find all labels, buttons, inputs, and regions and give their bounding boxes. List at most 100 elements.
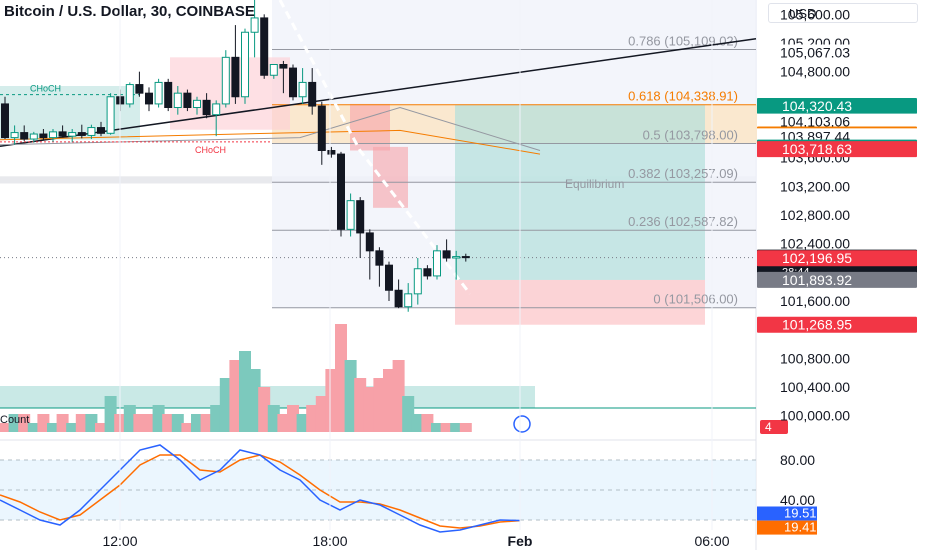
volume-bar xyxy=(325,369,338,432)
volume-bar xyxy=(459,423,472,432)
fib-level-label: 0.786 (105,109.02) xyxy=(628,34,738,49)
candle-body xyxy=(49,131,57,139)
candle-body xyxy=(20,132,29,140)
candle-body xyxy=(413,268,422,295)
volume-bar xyxy=(56,414,69,432)
candle-body xyxy=(423,268,432,277)
price-tick: 100,400.00 xyxy=(780,379,850,395)
time-tick: Feb xyxy=(508,533,533,549)
candle-body xyxy=(106,96,115,134)
candle-body xyxy=(87,127,96,136)
volume-bar xyxy=(354,378,367,432)
candle-body xyxy=(173,92,182,108)
volume-bar xyxy=(383,369,395,432)
time-tick: 12:00 xyxy=(102,533,137,549)
volume-bar xyxy=(450,423,463,432)
candle-body xyxy=(241,31,249,98)
candle-body xyxy=(154,81,163,105)
candle-body xyxy=(58,131,67,137)
candle-body xyxy=(346,200,355,230)
stoch-tick: 80.00 xyxy=(780,452,815,468)
candle-body xyxy=(337,153,345,230)
symbol-title[interactable]: Bitcoin / U.S. Dollar, 30, COINBASE xyxy=(4,3,255,20)
price-label: 102,196.95 xyxy=(782,250,852,266)
candle-body xyxy=(279,64,288,69)
fib-level-label: 0 (101,506.00) xyxy=(653,292,738,307)
volume-bar xyxy=(287,405,299,432)
fib-level-label: 0.5 (103,798.00) xyxy=(643,127,738,142)
volume-bar xyxy=(335,324,347,432)
fvg-zone-2 xyxy=(373,146,408,208)
candle-body xyxy=(317,105,326,151)
volume-bar xyxy=(123,405,136,432)
candle-body xyxy=(442,250,451,259)
fib-level-label: 0.618 (104,338.91) xyxy=(628,89,738,104)
volume-bar xyxy=(277,414,290,432)
lightning-icon xyxy=(513,415,531,433)
volume-bar xyxy=(248,369,261,432)
volume-bar xyxy=(402,396,415,432)
volume-bar xyxy=(0,423,11,432)
volume-badge: 4 xyxy=(765,420,772,434)
volume-bar xyxy=(229,360,242,432)
volume-bar xyxy=(219,378,232,432)
volume-bar xyxy=(181,423,194,432)
volume-bar xyxy=(306,405,319,432)
candle-body xyxy=(1,103,9,139)
price-label: 105,067.03 xyxy=(780,45,850,61)
choch-label-top: CHoCH xyxy=(30,84,61,94)
price-label: 103,718.63 xyxy=(782,141,852,157)
volume-bar xyxy=(75,414,88,432)
trend-line xyxy=(0,37,757,147)
candle-body xyxy=(221,56,230,105)
candle-body xyxy=(193,99,201,109)
price-tick: 100,000.00 xyxy=(780,408,850,424)
ma-line-grey xyxy=(0,106,541,151)
volume-bar xyxy=(152,405,165,432)
equilibrium-label: Equilibrium xyxy=(565,177,624,191)
volume-bar xyxy=(421,414,434,432)
stoch-k-line xyxy=(0,444,521,533)
candle-body xyxy=(394,289,403,308)
candle-body xyxy=(461,256,470,259)
fib-level-label: 0.382 (103,257.09) xyxy=(628,166,738,181)
volume-bar xyxy=(47,423,59,432)
volume-bar xyxy=(95,423,107,432)
candle-body xyxy=(327,150,336,155)
candle-body xyxy=(125,84,134,105)
volume-bar xyxy=(296,414,309,432)
volume-bar xyxy=(267,405,280,432)
volume-bar xyxy=(133,414,146,432)
long-target-zone xyxy=(455,104,705,280)
price-label-bg xyxy=(757,141,917,158)
volume-bar xyxy=(431,423,443,432)
volume-bar xyxy=(344,360,357,432)
candle-body xyxy=(260,17,269,76)
candle-body xyxy=(135,84,144,94)
volume-bar xyxy=(373,378,386,432)
candle-body xyxy=(289,67,297,98)
price-tick: 100,800.00 xyxy=(780,350,850,366)
stoch-k-badge-bg xyxy=(757,506,817,521)
price-tick: 104,800.00 xyxy=(780,64,850,80)
volume-bar xyxy=(440,423,453,432)
stoch-d-badge-bg xyxy=(757,520,817,535)
price-label: 101,268.95 xyxy=(782,317,852,333)
candle-body xyxy=(433,250,441,277)
time-tick: 18:00 xyxy=(312,533,347,549)
price-label: 104,320.43 xyxy=(782,98,852,114)
stoch-d-badge: 19.41 xyxy=(784,520,817,535)
candle-body xyxy=(298,81,307,98)
volume-bar xyxy=(411,414,424,432)
volume-bar xyxy=(210,405,223,432)
price-label-bg xyxy=(757,271,917,288)
currency-selector[interactable]: USD xyxy=(768,3,918,23)
candle-body xyxy=(365,232,374,252)
volume-bar xyxy=(315,396,328,432)
candle-body xyxy=(29,133,38,140)
price-tick: 102,800.00 xyxy=(780,207,850,223)
price-label-bg xyxy=(757,98,917,115)
candle-body xyxy=(164,81,173,108)
